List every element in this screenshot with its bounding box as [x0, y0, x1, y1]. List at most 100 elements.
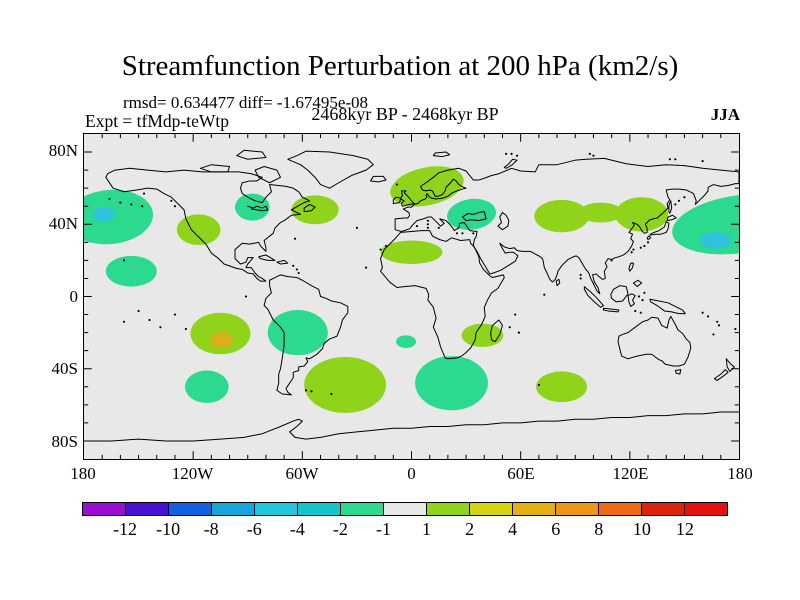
- season-label: JJA: [710, 105, 740, 124]
- colorbar-segment-14: [685, 503, 727, 515]
- island-dot: [415, 225, 419, 228]
- coastline: [726, 359, 734, 372]
- island-dot: [395, 183, 399, 186]
- colorbar-label-10: 10: [632, 519, 651, 539]
- colorbar-segment-7: [384, 503, 427, 515]
- colorbar-label-4: 4: [508, 519, 518, 539]
- island-dot: [579, 277, 582, 280]
- coastline: [584, 287, 603, 308]
- island-dot: [173, 205, 177, 208]
- anomaly-region-great-lakes: [235, 193, 270, 221]
- colorbar-label--6: -6: [246, 519, 262, 539]
- island-dot: [293, 237, 297, 240]
- island-dot: [173, 313, 177, 316]
- island-dot: [148, 318, 151, 322]
- island-dot: [674, 158, 677, 161]
- anomaly-region-south-of-australia: [536, 371, 588, 403]
- island-dot: [384, 244, 388, 248]
- island-dot: [701, 160, 704, 163]
- colorbar-label--12: -12: [113, 519, 138, 539]
- colorbar-segment-3: [212, 503, 255, 515]
- anomaly-region-scandinavia: [390, 166, 464, 207]
- coastline: [603, 308, 618, 312]
- y-axis-label-80S: 80S: [51, 431, 78, 451]
- colorbar-segment-8: [427, 503, 470, 515]
- colorbar-segment-12: [599, 503, 642, 515]
- island-dot: [643, 291, 646, 294]
- island-dot: [515, 154, 519, 157]
- coastline: [491, 320, 503, 342]
- colorbar-label-8: 8: [594, 519, 604, 539]
- island-dot: [170, 199, 173, 202]
- anomaly-region-sahara: [380, 240, 443, 264]
- tick-marks: [84, 134, 739, 459]
- coastline: [264, 275, 348, 395]
- island-dot: [588, 152, 591, 155]
- coastline: [237, 150, 266, 159]
- coastline: [371, 176, 386, 181]
- y-axis-label-0: 0: [69, 286, 79, 306]
- colorbar-label--1: -1: [375, 519, 391, 539]
- coastline: [248, 206, 268, 211]
- anomaly-regions-layer: [84, 166, 739, 413]
- island-dot: [514, 313, 517, 316]
- colorbar-segment-11: [556, 503, 599, 515]
- island-dot: [355, 226, 359, 229]
- island-dot: [634, 309, 637, 313]
- colorbar-segment-9: [470, 503, 513, 515]
- colorbar-label-1: 1: [422, 519, 432, 539]
- colorbar-label--2: -2: [332, 519, 348, 539]
- coastline: [288, 151, 374, 188]
- anomaly-region-south-indian-ocean: [415, 356, 488, 411]
- colorbar-label-2: 2: [465, 519, 475, 539]
- island-dot: [517, 331, 520, 334]
- colorbar-label--8: -8: [203, 519, 219, 539]
- coastline: [714, 370, 728, 381]
- island-dot: [610, 259, 613, 262]
- coastline: [255, 167, 280, 183]
- anomaly-region-central-south-america: [267, 310, 328, 356]
- experiment-label: Expt = tfMdp-teWtp: [85, 111, 230, 131]
- anomaly-region-central-asia: [534, 199, 589, 233]
- colorbar-segment-13: [642, 503, 685, 515]
- x-axis-label-60W: 60W: [285, 464, 319, 483]
- anomaly-region-southwest-us: [176, 214, 221, 246]
- coastline: [200, 165, 229, 172]
- island-dot: [712, 333, 715, 336]
- coastlines-layer: [84, 150, 739, 441]
- island-dot: [130, 203, 133, 206]
- island-dot: [639, 246, 642, 249]
- island-dot: [297, 271, 300, 275]
- island-dot: [717, 324, 721, 327]
- island-dot: [592, 154, 595, 157]
- island-dot: [142, 192, 146, 195]
- coastline: [433, 152, 449, 157]
- colorbar-segment-10: [513, 503, 556, 515]
- coastline: [633, 280, 641, 286]
- island-dot: [701, 311, 704, 314]
- coastline: [667, 215, 676, 220]
- anomaly-region-newfoundland-atlantic: [291, 195, 339, 225]
- coastline: [381, 231, 505, 359]
- coastline: [259, 255, 275, 260]
- anomaly-region-north-pacific-east-core: [699, 232, 731, 249]
- anomaly-region-tropical-ne-pacific: [105, 255, 157, 287]
- island-dot: [108, 197, 111, 201]
- y-axis-label-40N: 40N: [48, 213, 78, 233]
- anomaly-region-subtropical-south-pacific-core: [210, 331, 233, 348]
- island-dot: [641, 299, 644, 302]
- island-dot: [674, 203, 677, 206]
- coastline: [401, 191, 415, 206]
- island-dot: [295, 268, 298, 271]
- coastline: [647, 236, 651, 240]
- x-axis-label-0: 0: [407, 464, 416, 483]
- island-dot: [137, 309, 140, 313]
- coastline: [611, 286, 628, 302]
- island-dot: [292, 264, 295, 267]
- island-dot: [630, 251, 633, 254]
- y-axis-label-40S: 40S: [51, 359, 78, 379]
- island-dot: [637, 295, 641, 298]
- island-dot: [426, 226, 429, 229]
- island-dot: [632, 248, 635, 251]
